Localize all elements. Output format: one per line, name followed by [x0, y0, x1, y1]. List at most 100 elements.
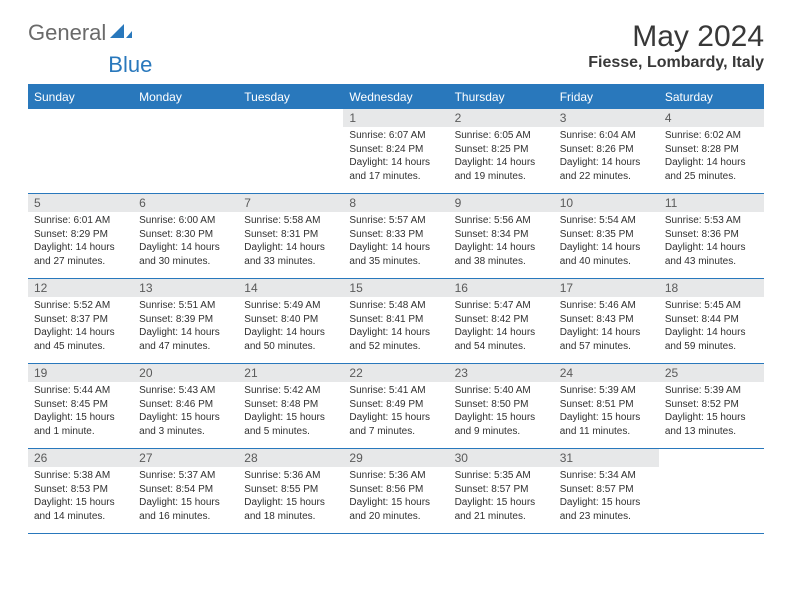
weekday-header: Thursday	[449, 85, 554, 109]
month-title: May 2024	[588, 20, 764, 54]
day-number: 29	[343, 449, 448, 467]
day-cell: 18Sunrise: 5:45 AMSunset: 8:44 PMDayligh…	[659, 279, 764, 364]
day-data: Sunrise: 5:36 AMSunset: 8:55 PMDaylight:…	[238, 467, 343, 527]
logo: General	[28, 20, 134, 46]
day-cell: 4Sunrise: 6:02 AMSunset: 8:28 PMDaylight…	[659, 109, 764, 194]
day-number: 23	[449, 364, 554, 382]
day-number: 14	[238, 279, 343, 297]
day-number: 10	[554, 194, 659, 212]
week-row: 5Sunrise: 6:01 AMSunset: 8:29 PMDaylight…	[28, 194, 764, 279]
day-number: 8	[343, 194, 448, 212]
day-cell: 19Sunrise: 5:44 AMSunset: 8:45 PMDayligh…	[28, 364, 133, 449]
day-cell: 2Sunrise: 6:05 AMSunset: 8:25 PMDaylight…	[449, 109, 554, 194]
day-data: Sunrise: 5:56 AMSunset: 8:34 PMDaylight:…	[449, 212, 554, 272]
day-cell: 24Sunrise: 5:39 AMSunset: 8:51 PMDayligh…	[554, 364, 659, 449]
logo-sail-icon	[110, 20, 132, 46]
day-data: Sunrise: 6:05 AMSunset: 8:25 PMDaylight:…	[449, 127, 554, 187]
day-data: Sunrise: 5:58 AMSunset: 8:31 PMDaylight:…	[238, 212, 343, 272]
day-cell: 14Sunrise: 5:49 AMSunset: 8:40 PMDayligh…	[238, 279, 343, 364]
week-row: 26Sunrise: 5:38 AMSunset: 8:53 PMDayligh…	[28, 449, 764, 534]
day-number: 27	[133, 449, 238, 467]
day-cell: 12Sunrise: 5:52 AMSunset: 8:37 PMDayligh…	[28, 279, 133, 364]
day-number: 20	[133, 364, 238, 382]
title-block: May 2024 Fiesse, Lombardy, Italy	[588, 20, 764, 72]
day-data: Sunrise: 5:39 AMSunset: 8:51 PMDaylight:…	[554, 382, 659, 442]
day-number: 21	[238, 364, 343, 382]
logo-text-general: General	[28, 20, 106, 46]
weekday-header-row: SundayMondayTuesdayWednesdayThursdayFrid…	[28, 85, 764, 109]
weekday-header: Tuesday	[238, 85, 343, 109]
day-number: 24	[554, 364, 659, 382]
day-data: Sunrise: 5:45 AMSunset: 8:44 PMDaylight:…	[659, 297, 764, 357]
day-number: 16	[449, 279, 554, 297]
day-cell: 30Sunrise: 5:35 AMSunset: 8:57 PMDayligh…	[449, 449, 554, 534]
day-cell: 21Sunrise: 5:42 AMSunset: 8:48 PMDayligh…	[238, 364, 343, 449]
day-cell: 11Sunrise: 5:53 AMSunset: 8:36 PMDayligh…	[659, 194, 764, 279]
day-data: Sunrise: 6:02 AMSunset: 8:28 PMDaylight:…	[659, 127, 764, 187]
weekday-header: Wednesday	[343, 85, 448, 109]
day-cell	[28, 109, 133, 194]
day-cell: 17Sunrise: 5:46 AMSunset: 8:43 PMDayligh…	[554, 279, 659, 364]
day-cell: 1Sunrise: 6:07 AMSunset: 8:24 PMDaylight…	[343, 109, 448, 194]
weekday-header: Monday	[133, 85, 238, 109]
day-cell: 27Sunrise: 5:37 AMSunset: 8:54 PMDayligh…	[133, 449, 238, 534]
weekday-header: Sunday	[28, 85, 133, 109]
day-number: 13	[133, 279, 238, 297]
day-data: Sunrise: 5:57 AMSunset: 8:33 PMDaylight:…	[343, 212, 448, 272]
day-cell: 29Sunrise: 5:36 AMSunset: 8:56 PMDayligh…	[343, 449, 448, 534]
day-data: Sunrise: 5:49 AMSunset: 8:40 PMDaylight:…	[238, 297, 343, 357]
day-number: 2	[449, 109, 554, 127]
day-cell: 6Sunrise: 6:00 AMSunset: 8:30 PMDaylight…	[133, 194, 238, 279]
day-number: 5	[28, 194, 133, 212]
day-number: 7	[238, 194, 343, 212]
day-data: Sunrise: 5:34 AMSunset: 8:57 PMDaylight:…	[554, 467, 659, 527]
day-cell: 9Sunrise: 5:56 AMSunset: 8:34 PMDaylight…	[449, 194, 554, 279]
day-data: Sunrise: 5:43 AMSunset: 8:46 PMDaylight:…	[133, 382, 238, 442]
day-cell: 7Sunrise: 5:58 AMSunset: 8:31 PMDaylight…	[238, 194, 343, 279]
day-number: 11	[659, 194, 764, 212]
calendar-body: 1Sunrise: 6:07 AMSunset: 8:24 PMDaylight…	[28, 109, 764, 534]
week-row: 1Sunrise: 6:07 AMSunset: 8:24 PMDaylight…	[28, 109, 764, 194]
day-cell: 15Sunrise: 5:48 AMSunset: 8:41 PMDayligh…	[343, 279, 448, 364]
week-row: 12Sunrise: 5:52 AMSunset: 8:37 PMDayligh…	[28, 279, 764, 364]
day-cell: 13Sunrise: 5:51 AMSunset: 8:39 PMDayligh…	[133, 279, 238, 364]
weekday-header: Friday	[554, 85, 659, 109]
day-data: Sunrise: 5:54 AMSunset: 8:35 PMDaylight:…	[554, 212, 659, 272]
day-number: 4	[659, 109, 764, 127]
day-number: 22	[343, 364, 448, 382]
day-cell	[659, 449, 764, 534]
day-number: 1	[343, 109, 448, 127]
day-cell: 28Sunrise: 5:36 AMSunset: 8:55 PMDayligh…	[238, 449, 343, 534]
day-data: Sunrise: 5:38 AMSunset: 8:53 PMDaylight:…	[28, 467, 133, 527]
day-number: 28	[238, 449, 343, 467]
day-cell: 5Sunrise: 6:01 AMSunset: 8:29 PMDaylight…	[28, 194, 133, 279]
day-cell: 22Sunrise: 5:41 AMSunset: 8:49 PMDayligh…	[343, 364, 448, 449]
day-data: Sunrise: 5:46 AMSunset: 8:43 PMDaylight:…	[554, 297, 659, 357]
week-row: 19Sunrise: 5:44 AMSunset: 8:45 PMDayligh…	[28, 364, 764, 449]
day-data: Sunrise: 6:01 AMSunset: 8:29 PMDaylight:…	[28, 212, 133, 272]
location: Fiesse, Lombardy, Italy	[588, 54, 764, 72]
day-cell: 31Sunrise: 5:34 AMSunset: 8:57 PMDayligh…	[554, 449, 659, 534]
day-cell: 26Sunrise: 5:38 AMSunset: 8:53 PMDayligh…	[28, 449, 133, 534]
day-cell: 3Sunrise: 6:04 AMSunset: 8:26 PMDaylight…	[554, 109, 659, 194]
day-number: 18	[659, 279, 764, 297]
day-data: Sunrise: 5:47 AMSunset: 8:42 PMDaylight:…	[449, 297, 554, 357]
day-number: 9	[449, 194, 554, 212]
day-data: Sunrise: 6:00 AMSunset: 8:30 PMDaylight:…	[133, 212, 238, 272]
day-cell: 8Sunrise: 5:57 AMSunset: 8:33 PMDaylight…	[343, 194, 448, 279]
day-cell: 20Sunrise: 5:43 AMSunset: 8:46 PMDayligh…	[133, 364, 238, 449]
day-number: 31	[554, 449, 659, 467]
day-cell: 25Sunrise: 5:39 AMSunset: 8:52 PMDayligh…	[659, 364, 764, 449]
day-data: Sunrise: 6:04 AMSunset: 8:26 PMDaylight:…	[554, 127, 659, 187]
day-data: Sunrise: 5:52 AMSunset: 8:37 PMDaylight:…	[28, 297, 133, 357]
day-number: 30	[449, 449, 554, 467]
day-number: 6	[133, 194, 238, 212]
day-data: Sunrise: 6:07 AMSunset: 8:24 PMDaylight:…	[343, 127, 448, 187]
day-cell	[133, 109, 238, 194]
day-data: Sunrise: 5:48 AMSunset: 8:41 PMDaylight:…	[343, 297, 448, 357]
day-data: Sunrise: 5:41 AMSunset: 8:49 PMDaylight:…	[343, 382, 448, 442]
weekday-header: Saturday	[659, 85, 764, 109]
day-data: Sunrise: 5:36 AMSunset: 8:56 PMDaylight:…	[343, 467, 448, 527]
day-data: Sunrise: 5:53 AMSunset: 8:36 PMDaylight:…	[659, 212, 764, 272]
day-data: Sunrise: 5:44 AMSunset: 8:45 PMDaylight:…	[28, 382, 133, 442]
